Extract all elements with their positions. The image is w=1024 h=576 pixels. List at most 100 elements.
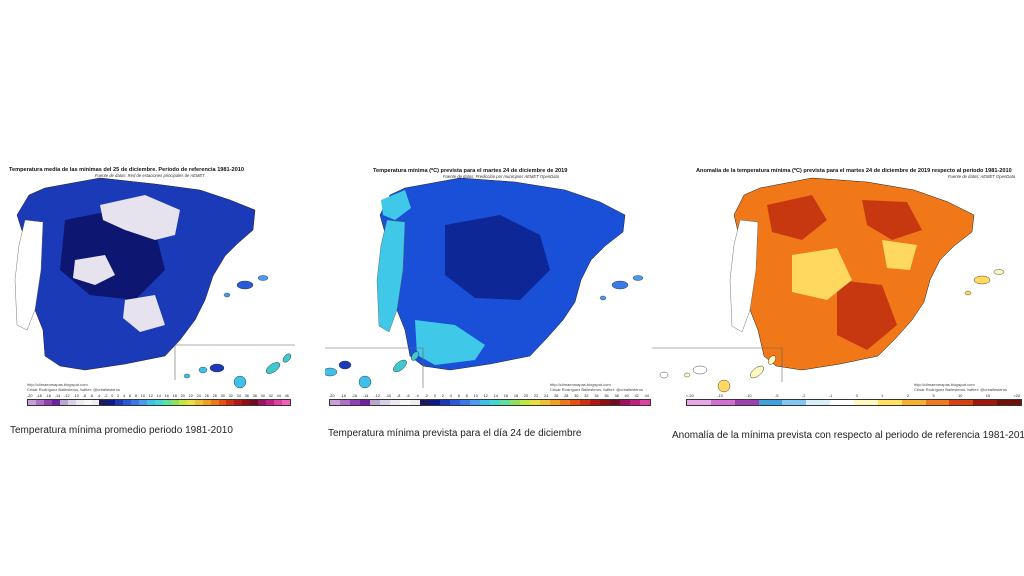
legend-swatch <box>973 400 998 405</box>
legend-tick-label: 26 <box>554 394 559 398</box>
map-source: Fuente de datos: Red de estaciones princ… <box>95 173 205 178</box>
legend-tick-label: 30 <box>574 394 579 398</box>
legend-tick-label: 15 <box>985 394 991 398</box>
legend-tick-label: 20 <box>180 394 185 398</box>
legend-tick-label: 42 <box>634 394 639 398</box>
legend-swatch <box>550 400 560 405</box>
iberia-shape <box>376 177 626 371</box>
legend-swatch <box>155 400 163 405</box>
legend-swatch <box>202 400 211 405</box>
legend-swatch <box>91 400 100 405</box>
legend-swatch <box>330 400 340 405</box>
legend-swatch <box>340 400 350 405</box>
legend-swatch <box>540 400 550 405</box>
legend-tick-label: 2 <box>117 394 120 398</box>
legend-swatch <box>570 400 580 405</box>
pale-highland-region <box>73 255 115 285</box>
legend-swatch <box>560 400 570 405</box>
legend-tick-label: -6 <box>406 394 410 398</box>
legend-swatch <box>758 400 783 405</box>
portugal-region <box>376 219 406 333</box>
legend-tick-label: 24 <box>196 394 201 398</box>
legend-swatch <box>99 400 108 405</box>
legend-tick-label: 4 <box>123 394 126 398</box>
legend-tick-label: -18 <box>36 394 42 398</box>
legend-swatch <box>734 400 759 405</box>
legend-swatch <box>59 400 68 405</box>
legend-tick-label: 38 <box>614 394 619 398</box>
legend-tick-label: -1 <box>828 394 833 398</box>
map-panel-1: Temperatura media de las mínimas del 25 … <box>5 160 295 410</box>
map-panel-3: Anomalía de la temperatura mínima (ºC) p… <box>652 160 1024 410</box>
legend-tick-label: 10 <box>473 394 478 398</box>
legend-tick-label: -16 <box>45 394 52 398</box>
mild-coast-region <box>381 190 411 220</box>
legend-tick-label: 14 <box>493 394 498 398</box>
legend-swatch <box>123 400 132 405</box>
legend-tick-label: 2 <box>441 394 444 398</box>
legend-tick-label: 28 <box>564 394 569 398</box>
legend-tick-label: 38 <box>252 394 257 398</box>
legend-tick-label: 42 <box>268 394 273 398</box>
legend-tick-label: 6 <box>457 394 460 398</box>
legend-swatch <box>480 400 490 405</box>
legend-swatch <box>410 400 420 405</box>
warm-anomaly-region <box>862 200 922 240</box>
legend-tick-label: 8 <box>134 394 137 398</box>
legend-tick-label: 36 <box>244 394 249 398</box>
canary-inset <box>652 347 783 393</box>
legend-swatch <box>420 400 430 405</box>
legend-tick-label: 14 <box>156 394 161 398</box>
legend-swatch <box>186 400 195 405</box>
legend-tick-label: 12 <box>483 394 488 398</box>
legend-tick-label: -14 <box>54 394 61 398</box>
legend-tick-label: 30 <box>220 394 225 398</box>
legend-tick-label: 10 <box>140 394 145 398</box>
color-legend <box>686 399 1022 406</box>
legend-swatch <box>400 400 410 405</box>
warm-anomaly-region <box>837 280 897 350</box>
legend-swatch <box>782 400 807 405</box>
legend-swatch <box>370 400 380 405</box>
legend-swatch <box>806 400 831 405</box>
legend-swatch <box>470 400 480 405</box>
map-credit: http://climaenmapas.blogspot.com César R… <box>914 382 1007 392</box>
legend-tick-label: -4 <box>415 394 419 398</box>
forecast-min-temp-map <box>325 177 644 389</box>
mild-coast-region <box>415 320 485 365</box>
legend-tick-label: 22 <box>533 394 539 398</box>
color-legend <box>329 399 651 406</box>
legend-swatch <box>210 400 219 405</box>
legend-tick-label: 1 <box>881 394 884 398</box>
legend-swatch <box>28 400 36 405</box>
legend-tick-label: 28 <box>212 394 217 398</box>
caption-map-3: Anomalía de la mínima prevista con respe… <box>672 430 1024 441</box>
map-credit: http://climaenmapas.blogspot.com César R… <box>27 382 120 392</box>
balearic-islands <box>599 275 644 301</box>
credit-url: http://climaenmapas.blogspot.com <box>914 382 975 387</box>
canary-inset <box>174 344 295 389</box>
legend-swatch <box>610 400 620 405</box>
legend-tick-label: 40 <box>260 394 265 398</box>
legend-tick-label: 8 <box>465 394 468 398</box>
caption-map-2: Temperatura mínima prevista para el día … <box>328 428 582 439</box>
legend-swatch <box>226 400 235 405</box>
legend-swatch <box>687 400 711 405</box>
legend-swatch <box>162 400 171 405</box>
legend-tick-label: 36 <box>604 394 609 398</box>
legend-swatch <box>107 400 116 405</box>
legend-tick-label: 32 <box>584 394 589 398</box>
map-source: Fuente de datos: AEMET OpenData <box>948 174 1016 179</box>
legend-ticks: <-20 -15 -10 -5 -2 -1 0 1 2 5 10 15 >20 <box>686 394 1020 398</box>
map-title: Temperatura mínima (ºC) prevista para el… <box>373 168 568 174</box>
legend-tick-label: 46 <box>284 394 289 398</box>
mild-anomaly-region <box>792 248 852 300</box>
legend-swatch <box>194 400 203 405</box>
legend-tick-label: 0 <box>855 394 858 398</box>
portugal-region <box>14 219 44 331</box>
spain-min-temp-map <box>14 177 295 389</box>
legend-swatch <box>490 400 500 405</box>
legend-tick-label: -12 <box>64 394 70 398</box>
legend-swatch <box>250 400 259 405</box>
legend-swatch <box>440 400 450 405</box>
